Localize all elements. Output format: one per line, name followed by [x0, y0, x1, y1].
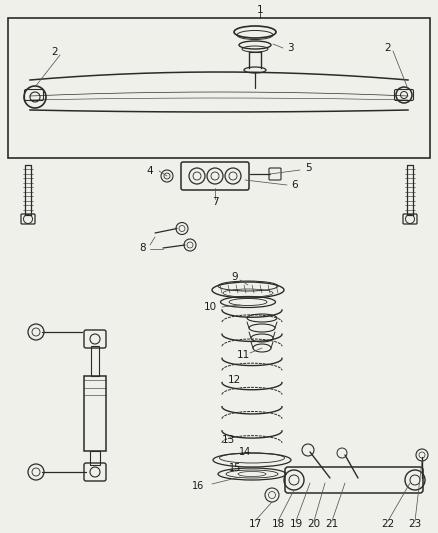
Text: 12: 12	[227, 375, 240, 385]
Text: 11: 11	[237, 350, 250, 360]
Text: 7: 7	[212, 197, 218, 207]
Text: 20: 20	[307, 519, 321, 529]
Text: 19: 19	[290, 519, 303, 529]
Text: 21: 21	[325, 519, 339, 529]
Text: 4: 4	[147, 166, 153, 176]
Text: 6: 6	[292, 180, 298, 190]
Text: 9: 9	[232, 272, 238, 282]
Text: 13: 13	[221, 435, 235, 445]
Text: 2: 2	[385, 43, 391, 53]
Bar	[90, 451, 100, 465]
Bar	[84, 376, 106, 451]
Text: 23: 23	[408, 519, 422, 529]
Text: 15: 15	[229, 463, 241, 473]
Text: 14: 14	[239, 447, 251, 457]
Text: 1: 1	[257, 5, 263, 15]
Text: 5: 5	[305, 163, 311, 173]
Text: 2: 2	[52, 47, 58, 57]
Text: 3: 3	[287, 43, 293, 53]
Text: 22: 22	[381, 519, 395, 529]
Bar	[8, 18, 430, 158]
Text: 8: 8	[140, 243, 146, 253]
Text: 16: 16	[192, 481, 204, 491]
Text: 10: 10	[203, 302, 216, 312]
Bar	[91, 346, 99, 376]
Text: 18: 18	[272, 519, 285, 529]
Text: 17: 17	[248, 519, 261, 529]
